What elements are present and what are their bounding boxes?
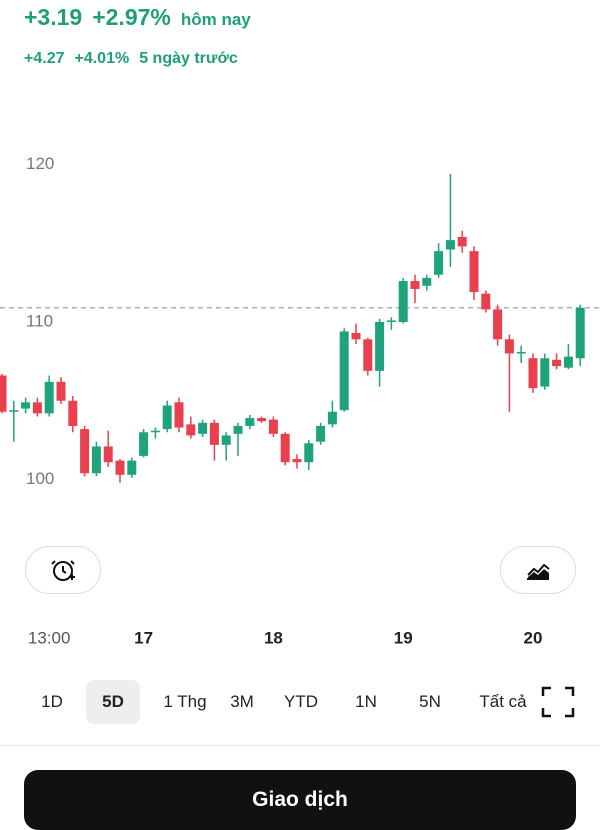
candle-body	[174, 402, 184, 428]
candle-body	[375, 322, 385, 371]
y-tick-label: 100	[26, 469, 54, 488]
candle-body	[21, 402, 31, 409]
range-option[interactable]: 5D	[86, 680, 140, 724]
candle-body	[150, 430, 160, 433]
x-tick-label: 13:00	[28, 628, 71, 647]
period: 5 ngày trước	[139, 50, 238, 67]
candle-body	[504, 339, 514, 354]
candlestick-chart: 100 110 120 13:00 17 18 19 20	[0, 154, 600, 647]
candle-body	[103, 446, 113, 463]
range-option[interactable]: 1 Thg	[163, 692, 207, 711]
candle-body	[339, 331, 349, 411]
candle-body	[127, 460, 137, 475]
candle-body	[209, 422, 219, 445]
change-pct: +2.97%	[92, 4, 171, 30]
candle-body	[257, 418, 267, 422]
candle-body	[457, 236, 467, 247]
indicator-button[interactable]	[500, 546, 576, 594]
candle-body	[481, 293, 491, 310]
candle-body	[139, 432, 149, 456]
candle-body	[56, 381, 66, 401]
change-pct: +4.01%	[74, 50, 130, 67]
candle-body	[493, 309, 503, 340]
page: +3.19 +2.97% hôm nay +4.27 +4.01% 5 ngày trư…	[0, 4, 600, 830]
candle-body	[9, 410, 19, 412]
candle-body	[115, 460, 125, 475]
candle-body	[280, 433, 290, 463]
candle-body	[80, 429, 90, 474]
candle-body	[563, 356, 573, 368]
candle-body	[268, 419, 278, 434]
range-option[interactable]: Tất cả	[479, 692, 527, 711]
range-option[interactable]: YTD	[284, 692, 318, 711]
separator	[0, 745, 600, 746]
range-option[interactable]: 3M	[230, 692, 254, 711]
range-option[interactable]: 5N	[419, 692, 441, 711]
candle-body	[221, 435, 231, 445]
candle-body	[575, 307, 585, 359]
candle-body	[44, 381, 54, 414]
candle-body	[422, 277, 432, 286]
candle-body	[91, 446, 101, 474]
range-option[interactable]: 1D	[41, 692, 63, 711]
candle-body	[351, 333, 361, 340]
candle-body	[552, 359, 562, 367]
candle-body	[292, 459, 302, 463]
candle-body	[316, 425, 326, 442]
x-tick-label: 19	[394, 628, 413, 647]
period: hôm nay	[180, 10, 251, 29]
daily-change: +3.19 +2.97% hôm nay	[24, 4, 261, 31]
candle-body	[162, 405, 172, 430]
candle-body	[398, 281, 408, 322]
alarm-button[interactable]	[25, 546, 101, 594]
alarm-icon	[51, 560, 75, 581]
candle-body	[198, 422, 208, 434]
candle-body	[410, 281, 420, 289]
candle-body	[327, 411, 337, 425]
candle-body	[386, 320, 396, 322]
candle-body	[434, 251, 444, 275]
candle-body	[68, 400, 78, 426]
candle-body	[363, 339, 373, 371]
range-selector: 1D 5D 1 Thg 3M YTD 1N 5N Tất cả	[20, 680, 580, 724]
candle-body	[186, 424, 196, 436]
candle-body	[0, 375, 7, 412]
fullscreen-icon[interactable]	[540, 684, 576, 720]
candle-body	[245, 418, 255, 426]
x-tick-label: 18	[264, 628, 283, 647]
candle-body	[233, 425, 243, 434]
candle-body	[469, 251, 479, 293]
change: +4.27	[24, 50, 65, 67]
candle-body	[304, 443, 314, 463]
y-tick-label: 110	[26, 311, 53, 330]
indicator-icon	[527, 563, 550, 580]
five-day-change: +4.27 +4.01% 5 ngày trước	[24, 50, 248, 68]
candle-body	[528, 358, 538, 389]
x-tick-label: 17	[134, 628, 153, 647]
candle-body	[540, 358, 550, 387]
candle-body	[445, 240, 455, 250]
candle-body	[32, 402, 42, 414]
candle-body	[516, 351, 526, 354]
y-tick-label: 120	[26, 154, 54, 173]
x-tick-label: 20	[524, 628, 543, 647]
change: +3.19	[24, 4, 83, 30]
trade-button[interactable]: Giao dịch	[24, 770, 576, 830]
range-option[interactable]: 1N	[355, 692, 377, 711]
